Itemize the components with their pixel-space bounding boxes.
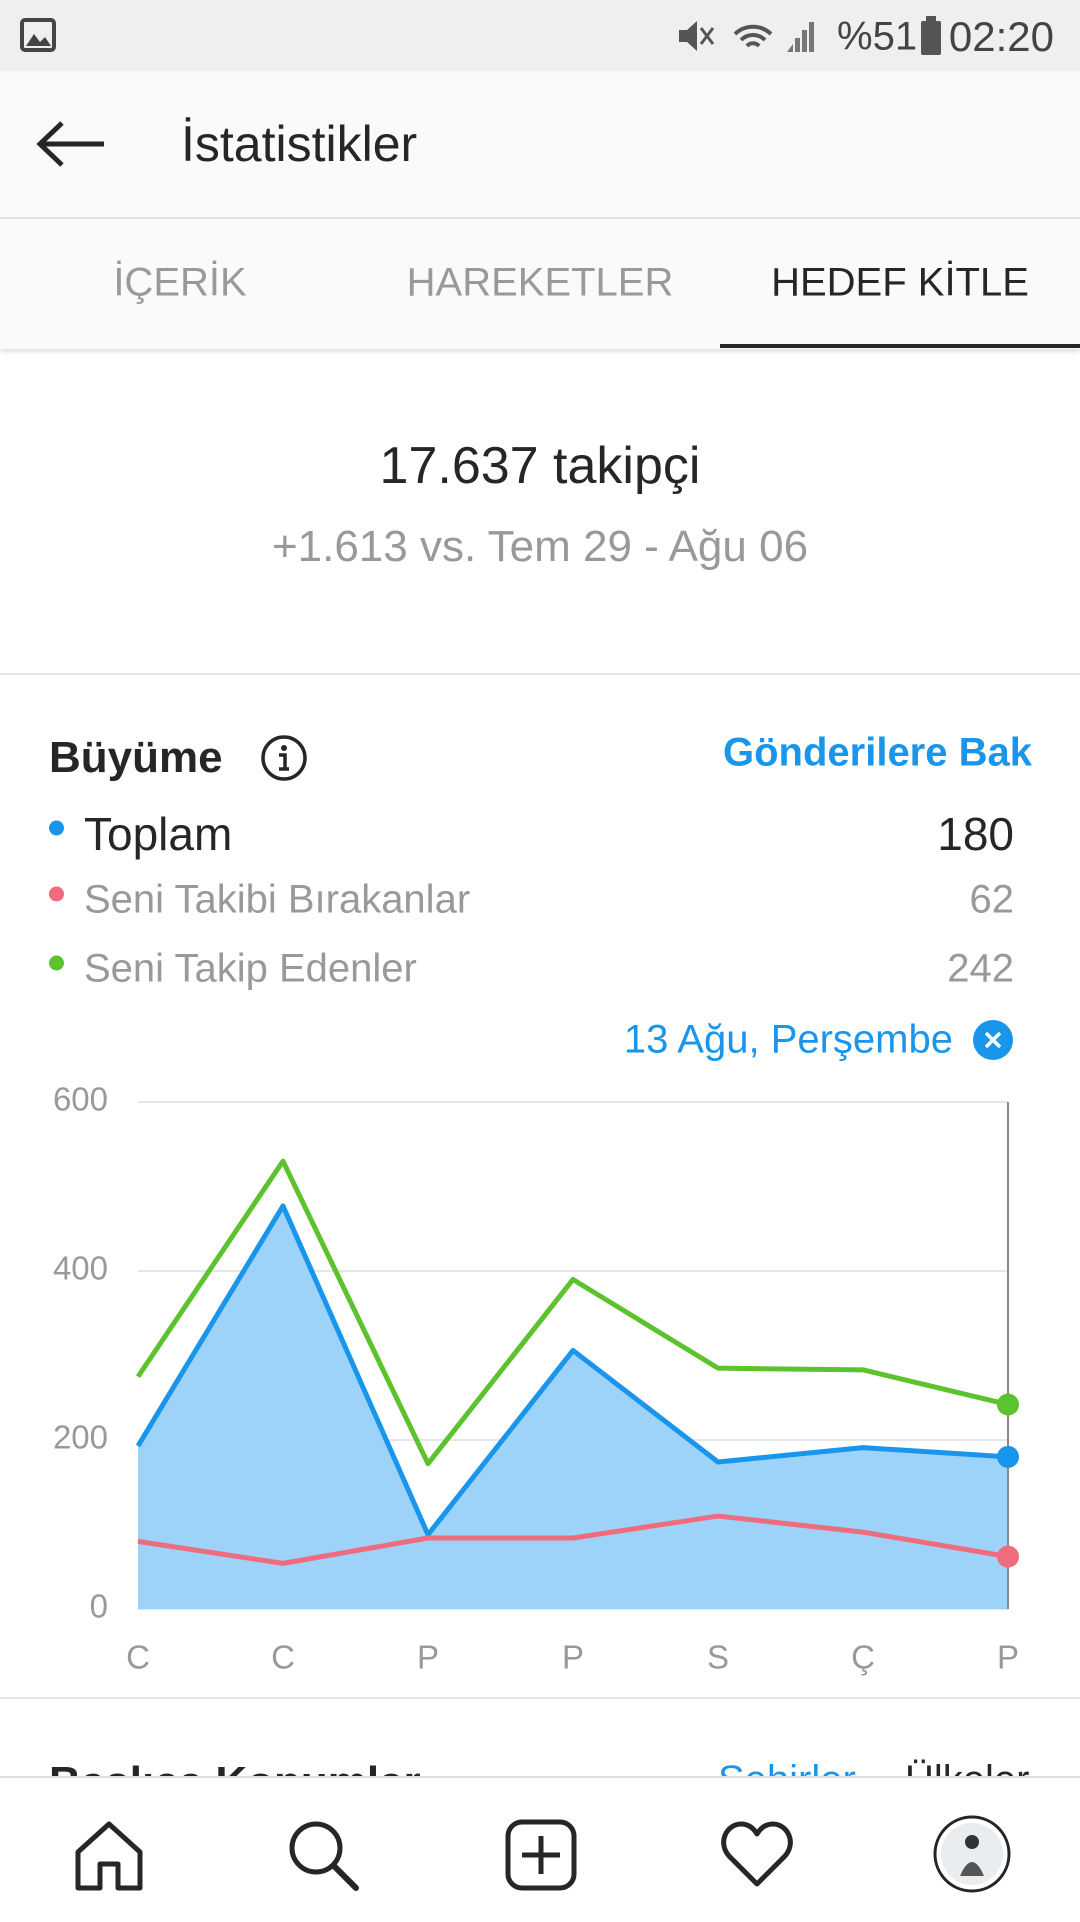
tab[interactable]: HAREKETLER bbox=[406, 260, 674, 305]
legend-label: Seni Takip Edenler bbox=[84, 946, 417, 991]
app-header: İstatistikler bbox=[0, 71, 1080, 219]
y-tick-label: 600 bbox=[53, 1081, 108, 1118]
clock: 02:20 bbox=[948, 13, 1054, 60]
status-bar: %51 02:20 bbox=[0, 0, 1080, 71]
page-title: İstatistikler bbox=[181, 116, 418, 172]
legend-value: 242 bbox=[947, 946, 1014, 991]
profile-button[interactable] bbox=[932, 1814, 1012, 1894]
growth-chart: 0 200 400 600 C C P P S Ç P bbox=[53, 1081, 1019, 1676]
section-tab[interactable]: Ülkeler bbox=[905, 1758, 1029, 1776]
x-tick-label: C bbox=[126, 1639, 150, 1676]
divider bbox=[0, 673, 1080, 675]
clear-selection[interactable] bbox=[972, 1019, 1014, 1061]
tab[interactable]: İÇERİK bbox=[113, 260, 247, 305]
view-posts-link[interactable]: Gönderilere Bak bbox=[722, 730, 1032, 775]
battery-percent: %51 bbox=[837, 14, 918, 59]
back-button[interactable] bbox=[34, 119, 108, 169]
legend-label: Seni Takibi Bırakanlar bbox=[84, 877, 471, 922]
x-tick-label: Ç bbox=[851, 1639, 875, 1676]
x-tick-label: S bbox=[707, 1639, 729, 1676]
bottom-nav bbox=[0, 1776, 1080, 1922]
legend-value: 180 bbox=[937, 808, 1014, 860]
section-title: Büyüme bbox=[49, 733, 223, 782]
x-tick-label: C bbox=[271, 1639, 295, 1676]
y-tick-label: 0 bbox=[90, 1588, 108, 1625]
point bbox=[997, 1545, 1019, 1568]
line bbox=[137, 1513, 1009, 1566]
legend-label: Toplam bbox=[84, 808, 233, 860]
area bbox=[138, 1205, 1008, 1609]
point bbox=[997, 1445, 1019, 1468]
legend-value: 62 bbox=[969, 877, 1015, 922]
section-tab[interactable]: Şehirler bbox=[718, 1758, 856, 1776]
home-button[interactable] bbox=[72, 1818, 146, 1892]
gallery-icon bbox=[20, 18, 56, 52]
search-button[interactable] bbox=[286, 1818, 360, 1892]
new-post-button[interactable] bbox=[504, 1818, 578, 1892]
tab-indicator bbox=[720, 344, 1080, 348]
x-tick-label: P bbox=[417, 1639, 439, 1676]
line bbox=[135, 1158, 1009, 1467]
tab-bar: İÇERİK HAREKETLER HEDEF KİTLE bbox=[0, 219, 1080, 349]
legend-dot bbox=[49, 955, 64, 971]
selected-date: 13 Ağu, Perşembe bbox=[623, 1017, 953, 1062]
y-tick-label: 200 bbox=[53, 1419, 108, 1456]
info-icon[interactable] bbox=[260, 734, 308, 782]
battery-icon bbox=[921, 16, 941, 55]
activity-button[interactable] bbox=[719, 1820, 795, 1890]
y-tick-label: 400 bbox=[53, 1250, 108, 1287]
legend-dot bbox=[49, 886, 64, 902]
x-tick-label: P bbox=[562, 1639, 584, 1676]
point bbox=[997, 1393, 1019, 1416]
divider bbox=[0, 1697, 1080, 1699]
signal-icons bbox=[679, 21, 814, 52]
tab-active[interactable]: HEDEF KİTLE bbox=[771, 260, 1029, 305]
follower-count: 17.637 takipçi bbox=[379, 437, 701, 495]
next-section: Başlıca Konumlar Şehirler Ülkeler bbox=[0, 1740, 1080, 1776]
x-tick-label: P bbox=[997, 1639, 1019, 1676]
follower-change: +1.613 vs. Tem 29 - Ağu 06 bbox=[271, 522, 809, 571]
legend-dot bbox=[49, 820, 64, 836]
line bbox=[135, 1203, 1009, 1538]
section-title: Başlıca Konumlar bbox=[49, 1758, 421, 1776]
